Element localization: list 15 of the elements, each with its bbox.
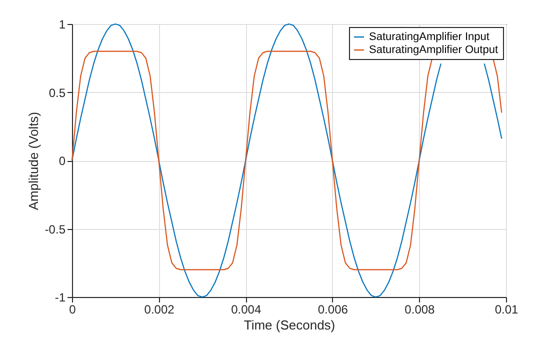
x-tick-label: 0.008 (404, 302, 436, 316)
legend-label: SaturatingAmplifier Input (369, 31, 490, 43)
x-tick-label: 0 (69, 302, 76, 316)
x-tick-label: 0.006 (318, 302, 348, 316)
x-tick-label: 0.01 (494, 302, 518, 316)
y-axis-title: Amplitude (Volts) (26, 112, 41, 210)
x-axis-title: Time (Seconds) (244, 318, 336, 332)
y-tick-label: 0 (58, 154, 66, 168)
y-tick-label: 1 (58, 18, 66, 32)
x-tick-label: 0.004 (231, 302, 262, 316)
x-tick-label: 0.002 (144, 302, 175, 316)
y-tick-label: 0.5 (48, 86, 66, 100)
y-tick-label: -0.5 (44, 222, 66, 236)
legend-label: SaturatingAmplifier Output (369, 44, 498, 56)
y-tick-label: -1 (54, 290, 66, 304)
